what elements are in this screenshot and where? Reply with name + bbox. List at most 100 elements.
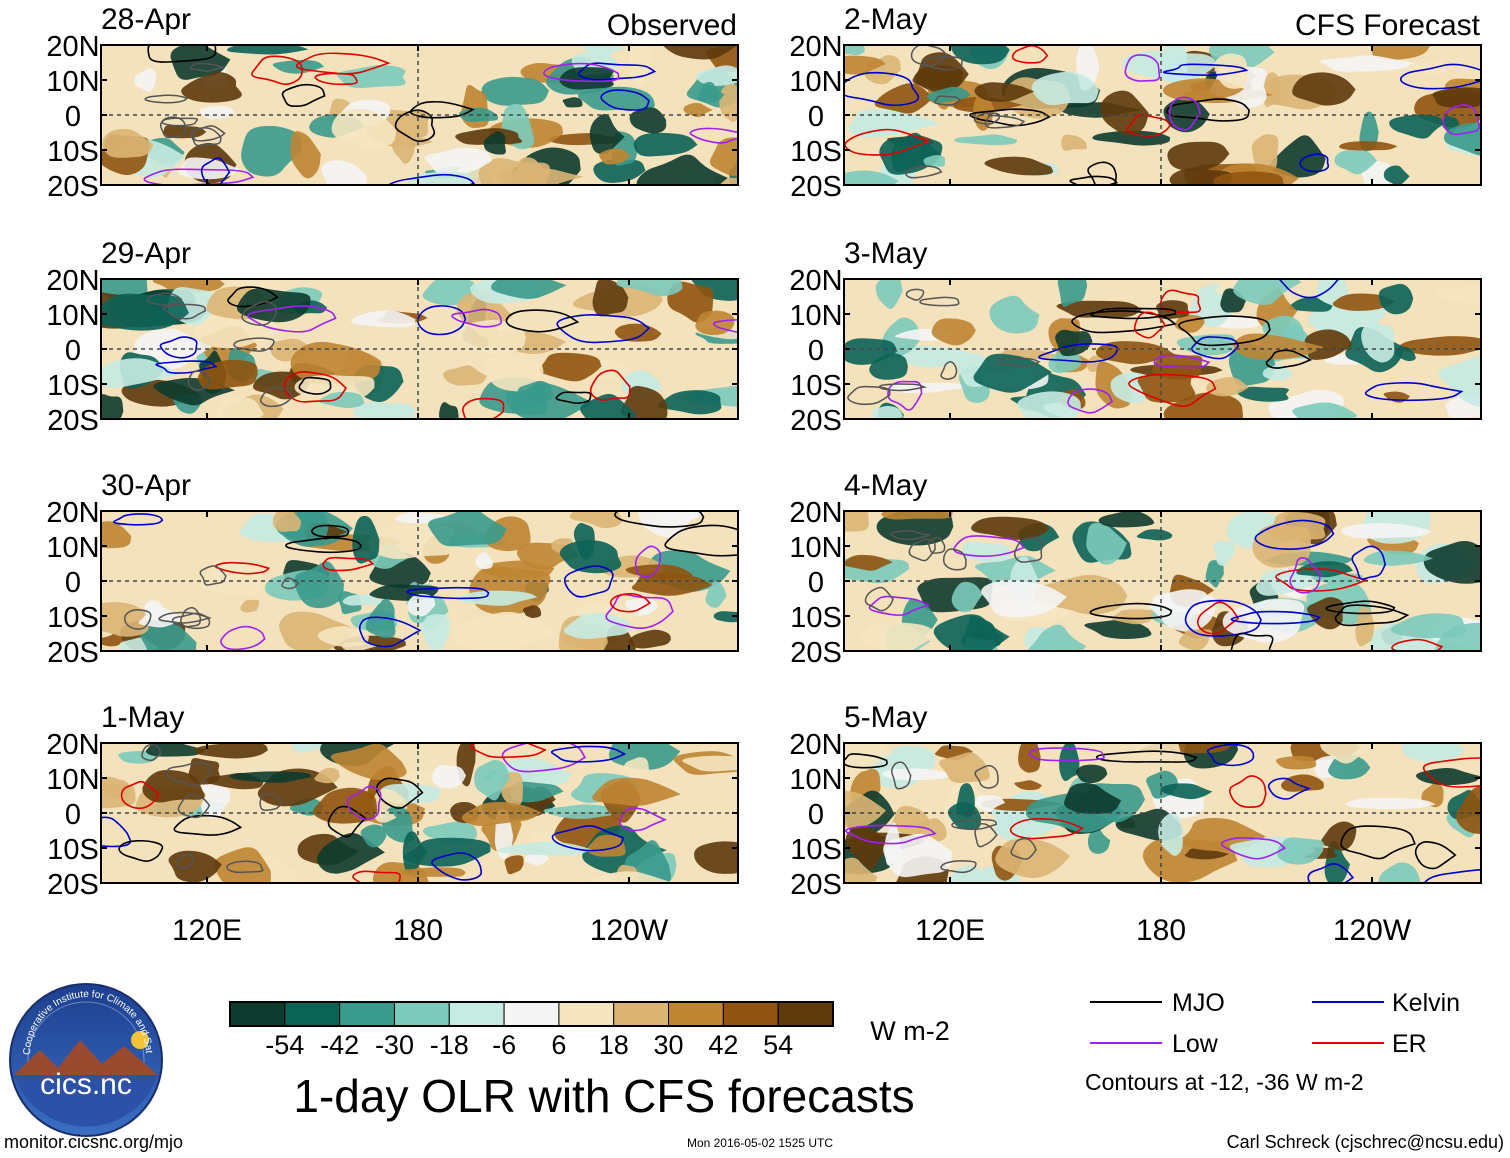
colorbar-tick: 6 [551,1030,566,1060]
lat-label: 0 [65,567,81,599]
lat-label: 20N [46,729,99,761]
colorbar: -54 -42 -30 -18 -6 6 18 30 42 54 [229,1001,834,1060]
panel-date: 28-Apr [101,3,191,36]
lat-label: 20N [46,31,99,63]
legend-label-mjo: MJO [1172,989,1225,1017]
colorbar-swatch [722,1001,779,1027]
colorbar-swatch [668,1001,724,1027]
lon-axis-forecast: 120E 180 120W [915,914,1412,947]
lon-label-120w: 120W [1333,914,1412,947]
colorbar-tick: 42 [708,1030,738,1060]
figure-title: 1-day OLR with CFS forecasts [293,1070,914,1122]
lat-label: 20N [789,31,842,63]
lat-label: 10N [46,300,99,332]
lat-label: 20S [47,869,99,901]
lat-label: 10N [789,300,842,332]
footer-timestamp: Mon 2016-05-02 1525 UTC [687,1136,833,1150]
panel-date: 3-May [844,237,927,270]
lat-label: 0 [808,335,824,367]
lat-label: 10S [47,136,99,168]
lat-label: 20S [47,637,99,669]
colorbar-tick: 18 [599,1030,629,1060]
lat-label: 10N [46,532,99,564]
lat-label: 10S [790,602,842,634]
legend-label-low: Low [1172,1030,1219,1058]
panel-date: 1-May [101,701,184,734]
lat-label: 10S [790,834,842,866]
legend: MJO Kelvin Low ER Contours at -12, -36 W… [1085,989,1460,1095]
lon-label-120w: 120W [590,914,669,947]
colorbar-swatch [777,1001,834,1027]
lon-label-180: 180 [393,914,443,947]
lat-label: 10S [790,136,842,168]
legend-label-kelvin: Kelvin [1392,989,1460,1017]
lat-label: 20N [46,265,99,297]
lat-label: 20S [790,869,842,901]
lat-label: 0 [65,101,81,133]
colorbar-swatch [229,1001,286,1027]
lat-label: 0 [65,335,81,367]
panel-date: 4-May [844,469,927,502]
lon-label-120e: 120E [172,914,242,947]
lat-label: 20S [790,171,842,203]
lat-label: 20N [789,729,842,761]
lat-label: 20S [790,405,842,437]
panel-date: 30-Apr [101,469,191,502]
colorbar-tick: -6 [492,1030,516,1060]
lon-axis-observed: 120E 180 120W [172,914,669,947]
colorbar-swatch [393,1001,450,1027]
colorbar-tick: -54 [265,1030,304,1060]
lat-label: 0 [808,799,824,831]
logo-wordmark: cics.nc [40,1068,132,1101]
colorbar-tick: -30 [375,1030,414,1060]
panel-date: 5-May [844,701,927,734]
lat-label: 10N [46,66,99,98]
panel-date: 2-May [844,3,927,36]
lat-label: 20N [789,497,842,529]
legend-label-er: ER [1392,1030,1427,1058]
colorbar-swatch [503,1001,560,1027]
lat-label: 10N [789,764,842,796]
footer-author: Carl Schreck (cjschrec@ncsu.edu) [1227,1132,1504,1152]
colorbar-swatch [613,1001,670,1027]
lat-label: 10N [789,532,842,564]
units-label: W m-2 [870,1016,949,1046]
lon-label-120e: 120E [915,914,985,947]
lat-label: 10S [790,370,842,402]
lat-label: 20S [47,405,99,437]
panel-date: 29-Apr [101,237,191,270]
lat-label: 20S [790,637,842,669]
lat-label: 10S [47,370,99,402]
lat-label: 0 [65,799,81,831]
footer-url: monitor.cicsnc.org/mjo [4,1132,183,1152]
panel-header: Observed [607,9,737,42]
colorbar-swatch [448,1001,505,1027]
colorbar-tick: 54 [763,1030,793,1060]
lat-label: 10S [47,834,99,866]
lat-label: 20N [789,265,842,297]
colorbar-tick: -18 [430,1030,469,1060]
colorbar-swatch [558,1001,615,1027]
colorbar-swatch [284,1001,341,1027]
lat-label: 10S [47,602,99,634]
colorbar-swatch [339,1001,395,1027]
lat-label: 20N [46,497,99,529]
lat-label: 0 [808,101,824,133]
lat-label: 20S [47,171,99,203]
lon-label-180: 180 [1136,914,1186,947]
lat-label: 0 [808,567,824,599]
lat-label: 10N [46,764,99,796]
panel-header: CFS Forecast [1295,9,1481,42]
colorbar-tick: 30 [654,1030,684,1060]
colorbar-tick: -42 [320,1030,359,1060]
